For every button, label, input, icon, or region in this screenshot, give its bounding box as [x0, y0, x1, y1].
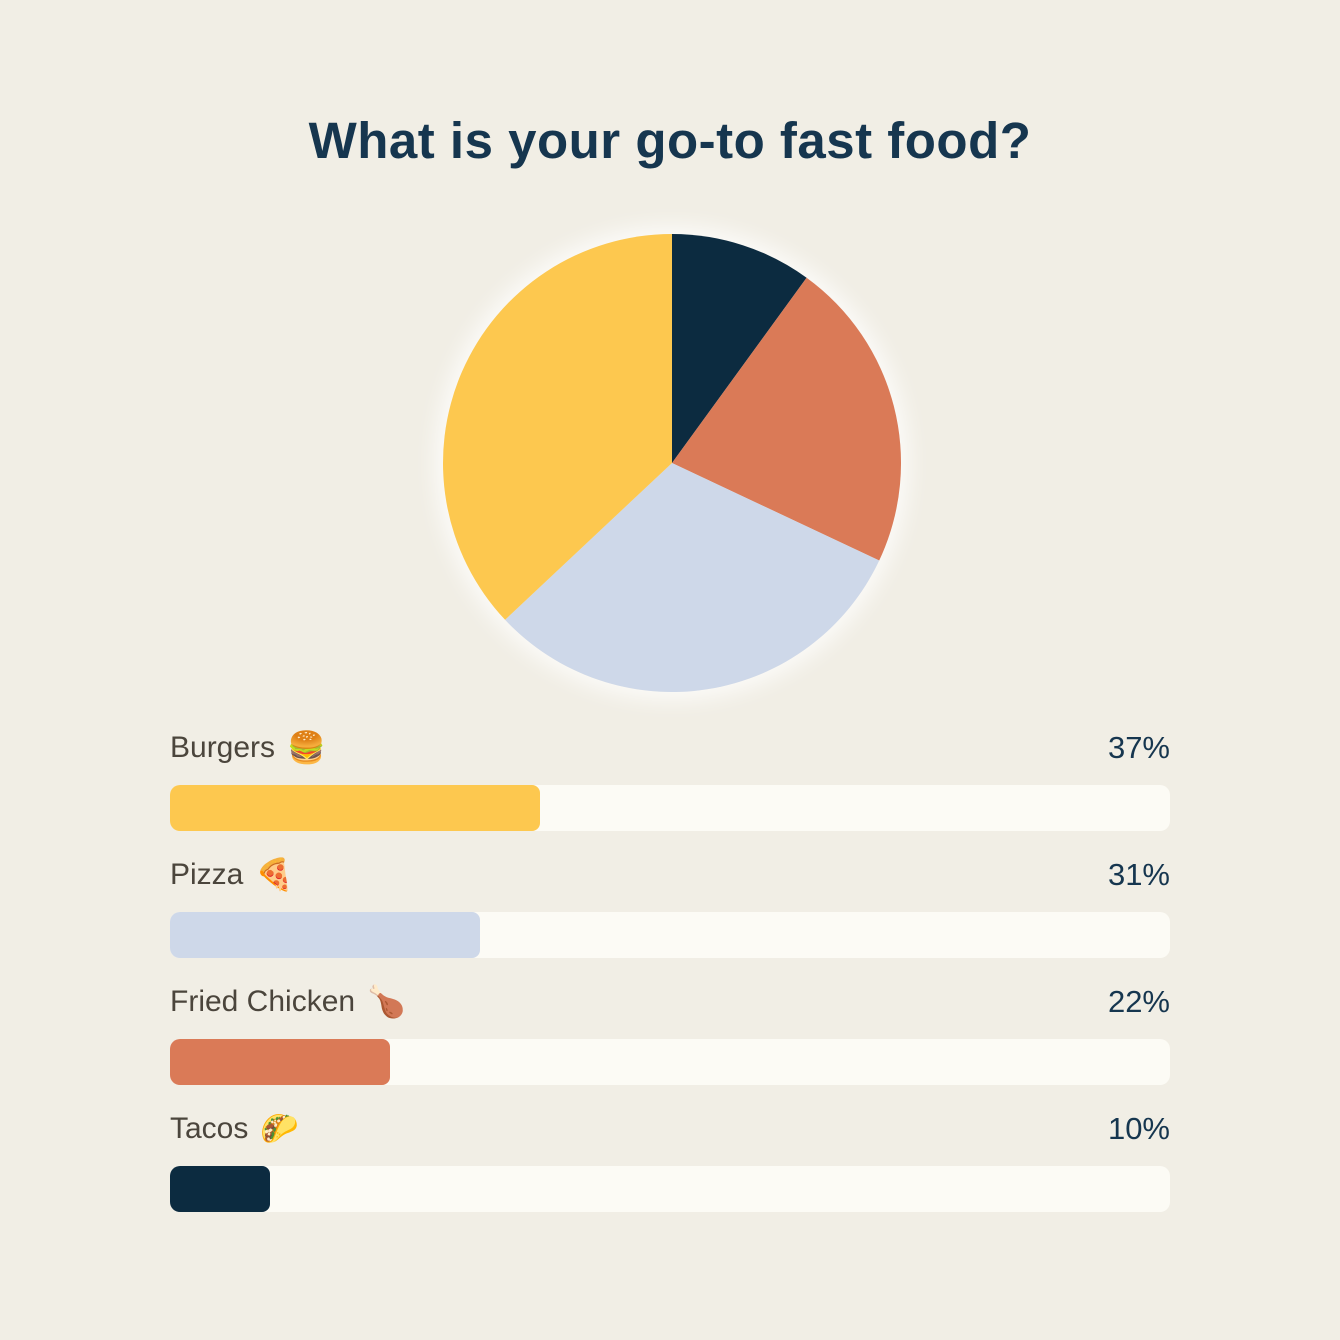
option-label-burgers: Burgers 🍔 — [170, 728, 326, 768]
bar-track-fried-chicken — [170, 1039, 1170, 1085]
option-header: Fried Chicken 🍗 22% — [170, 982, 1170, 1022]
option-label-text: Pizza — [170, 858, 244, 891]
option-percent-fried-chicken: 22% — [1107, 984, 1170, 1019]
option-header: Tacos 🌮 10% — [170, 1109, 1170, 1149]
bar-track-pizza — [170, 912, 1170, 958]
option-label-text: Fried Chicken — [170, 985, 356, 1018]
option-header: Burgers 🍔 37% — [170, 728, 1170, 768]
bar-fill-burgers — [170, 785, 540, 831]
taco-emoji: 🌮 — [260, 1111, 299, 1147]
option-label-text: Burgers — [170, 731, 276, 764]
option-row-pizza: Pizza 🍕 31% — [170, 855, 1170, 958]
option-percent-burgers: 37% — [1107, 730, 1170, 765]
pie-slice-fried-chicken — [672, 277, 901, 561]
option-percent-pizza: 31% — [1107, 857, 1170, 892]
pie-slice-burgers — [443, 234, 672, 620]
pie-chart — [443, 234, 901, 692]
bar-fill-pizza — [170, 912, 480, 958]
option-percent-tacos: 10% — [1107, 1111, 1170, 1146]
bar-track-burgers — [170, 785, 1170, 831]
pie-slice-tacos — [672, 234, 807, 463]
option-label-tacos: Tacos 🌮 — [170, 1109, 299, 1149]
bar-track-tacos — [170, 1166, 1170, 1212]
option-row-fried-chicken: Fried Chicken 🍗 22% — [170, 982, 1170, 1085]
pizza-emoji: 🍕 — [255, 857, 294, 893]
bar-fill-fried-chicken — [170, 1039, 390, 1085]
poll-title: What is your go-to fast food? — [308, 112, 1032, 169]
option-header: Pizza 🍕 31% — [170, 855, 1170, 895]
pie-chart-svg — [443, 234, 901, 692]
chicken-leg-emoji: 🍗 — [367, 984, 406, 1020]
option-row-tacos: Tacos 🌮 10% — [170, 1109, 1170, 1212]
option-label-fried-chicken: Fried Chicken 🍗 — [170, 982, 406, 1022]
burger-emoji: 🍔 — [287, 730, 326, 766]
poll-results-list: Burgers 🍔 37% Pizza 🍕 31% — [170, 728, 1170, 1236]
option-row-burgers: Burgers 🍔 37% — [170, 728, 1170, 831]
bar-fill-tacos — [170, 1166, 270, 1212]
pie-slice-pizza — [505, 463, 880, 692]
option-label-text: Tacos — [170, 1112, 249, 1145]
option-label-pizza: Pizza 🍕 — [170, 855, 294, 895]
